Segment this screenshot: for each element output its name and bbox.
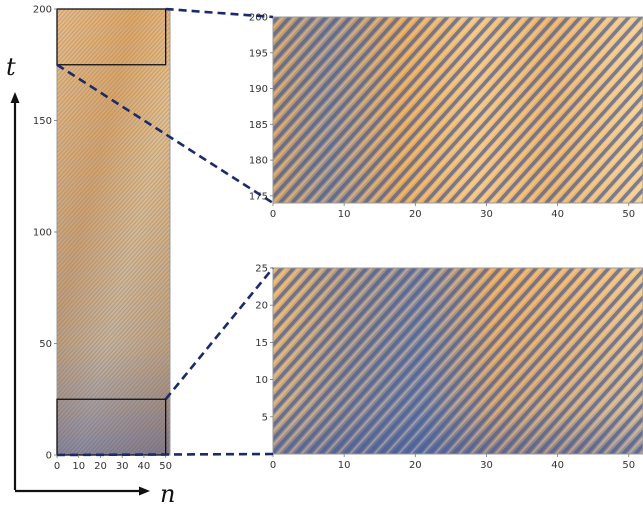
zoom-line-early-time-top — [164, 267, 275, 401]
y-tick-label: 10 — [255, 375, 268, 386]
y-tick-label: 200 — [33, 5, 52, 16]
y-tick-label: 15 — [255, 338, 268, 349]
zoom-line-late-time-top — [165, 7, 274, 19]
y-tick-label: 0 — [46, 451, 52, 462]
x-tick-label: 30 — [480, 460, 493, 471]
y-tick-label: 200 — [249, 13, 268, 24]
x-tick-label: 30 — [116, 461, 129, 472]
late-zoom-panel: 0 10 20 30 40 50 175 180 185 190 195 200 — [249, 13, 643, 220]
y-tick-label: 180 — [249, 156, 268, 167]
zoom-line-early-time-bottom — [56, 452, 274, 457]
y-tick-label: 50 — [39, 339, 52, 350]
x-tick-label: 40 — [551, 209, 564, 220]
early-zoom-frame — [272, 267, 643, 455]
x-tick-label: 30 — [480, 209, 493, 220]
t-axis-arrow — [10, 92, 20, 490]
x-tick-label: 20 — [409, 460, 422, 471]
x-tick-label: 10 — [338, 209, 351, 220]
full-evolution-panel: 0 10 20 30 40 50 0 50 100 150 200 — [33, 5, 172, 473]
y-tick-label: 190 — [249, 84, 268, 95]
y-tick-label: 185 — [249, 120, 268, 131]
x-tick-label: 20 — [94, 461, 107, 472]
y-tick-label: 195 — [249, 48, 268, 59]
x-tick-label: 50 — [622, 209, 635, 220]
y-tick-label: 20 — [255, 301, 268, 312]
x-tick-label: 50 — [159, 461, 172, 472]
highlight-box-late-time — [56, 8, 167, 66]
x-tick-label: 50 — [622, 460, 635, 471]
late-zoom-frame — [272, 16, 643, 204]
y-tick-label: 100 — [33, 228, 52, 239]
y-tick-label: 150 — [33, 116, 52, 127]
x-tick-label: 40 — [138, 461, 151, 472]
x-tick-label: 0 — [270, 460, 276, 471]
zoom-line-late-time-bottom — [56, 63, 274, 205]
x-tick-label: 20 — [409, 209, 422, 220]
t-axis-label: t — [6, 53, 16, 81]
y-tick-label: 5 — [262, 412, 268, 423]
x-tick-label: 10 — [72, 461, 85, 472]
y-tick-label: 25 — [255, 264, 268, 275]
n-axis-label: n — [160, 480, 175, 508]
x-tick-label: 0 — [54, 461, 60, 472]
x-tick-label: 40 — [551, 460, 564, 471]
y-tick-label: 175 — [249, 191, 268, 202]
x-tick-label: 10 — [338, 460, 351, 471]
x-tick-label: 0 — [270, 209, 276, 220]
early-zoom-panel: 0 10 20 30 40 50 5 10 15 20 25 — [255, 264, 643, 471]
n-axis-arrow — [15, 486, 150, 496]
